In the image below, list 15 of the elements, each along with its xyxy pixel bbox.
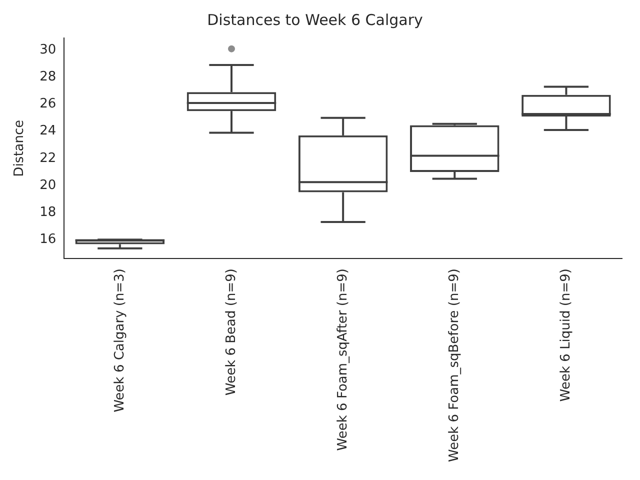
x-tick-label: Week 6 Foam_sqAfter (n=9) — [335, 268, 350, 451]
y-tick-label: 16 — [40, 232, 56, 247]
y-tick-label: 30 — [40, 42, 56, 58]
x-tick-label: Week 6 Liquid (n=9) — [558, 268, 574, 402]
x-tick-label: Week 6 Calgary (n=3) — [112, 268, 128, 412]
x-tick-label: Week 6 Foam_sqBefore (n=9) — [447, 268, 462, 462]
y-tick-label: 28 — [40, 70, 56, 85]
x-tick-label: Week 6 Bead (n=9) — [224, 268, 239, 396]
y-tick-label: 22 — [40, 150, 56, 166]
y-axis-title: Distance — [12, 120, 28, 177]
chart-title: Distances to Week 6 Calgary — [207, 10, 424, 29]
y-tick-label: 24 — [40, 124, 56, 139]
y-tick-label: 26 — [40, 96, 56, 112]
y-tick-label: 20 — [40, 178, 56, 193]
y-tick-label: 18 — [40, 204, 56, 220]
